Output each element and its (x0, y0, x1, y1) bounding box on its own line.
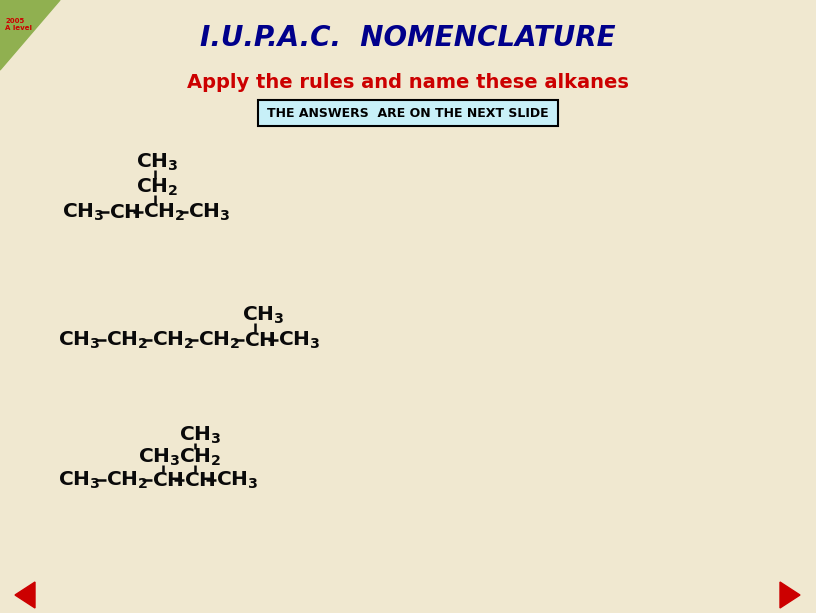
Text: THE ANSWERS  ARE ON THE NEXT SLIDE: THE ANSWERS ARE ON THE NEXT SLIDE (267, 107, 549, 120)
Text: $\mathregular{CH}$: $\mathregular{CH}$ (152, 471, 184, 490)
Text: 2005
A level: 2005 A level (5, 18, 32, 31)
Text: $\mathregular{CH_2}$: $\mathregular{CH_2}$ (106, 329, 149, 351)
Text: $\mathregular{CH_3}$: $\mathregular{CH_3}$ (138, 446, 180, 468)
Polygon shape (780, 582, 800, 608)
Text: $\mathregular{CH_2}$: $\mathregular{CH_2}$ (143, 201, 185, 223)
Text: $\mathregular{CH_3}$: $\mathregular{CH_3}$ (242, 304, 285, 326)
Polygon shape (0, 0, 60, 70)
Text: $\mathregular{CH_3}$: $\mathregular{CH_3}$ (188, 201, 231, 223)
Text: $\mathregular{CH_2}$: $\mathregular{CH_2}$ (152, 329, 194, 351)
Text: Apply the rules and name these alkanes: Apply the rules and name these alkanes (187, 72, 629, 91)
Text: $\mathregular{CH_3}$: $\mathregular{CH_3}$ (58, 470, 100, 490)
Text: $\mathregular{CH_3}$: $\mathregular{CH_3}$ (136, 151, 179, 173)
Polygon shape (15, 582, 35, 608)
Text: $\mathregular{CH_2}$: $\mathregular{CH_2}$ (106, 470, 149, 490)
Text: $\mathregular{CH_2}$: $\mathregular{CH_2}$ (179, 446, 221, 468)
Text: $\mathregular{CH_3}$: $\mathregular{CH_3}$ (62, 201, 104, 223)
Text: $\mathregular{CH}$: $\mathregular{CH}$ (184, 471, 215, 490)
Text: $\mathregular{CH_3}$: $\mathregular{CH_3}$ (216, 470, 259, 490)
Text: $\mathregular{CH}$: $\mathregular{CH}$ (109, 202, 141, 221)
Text: I.U.P.A.C.  NOMENCLATURE: I.U.P.A.C. NOMENCLATURE (200, 24, 616, 52)
Text: $\mathregular{CH_3}$: $\mathregular{CH_3}$ (278, 329, 321, 351)
FancyBboxPatch shape (258, 100, 558, 126)
Text: $\mathregular{CH_2}$: $\mathregular{CH_2}$ (198, 329, 241, 351)
Text: $\mathregular{CH_2}$: $\mathregular{CH_2}$ (136, 177, 179, 197)
Text: $\mathregular{CH}$: $\mathregular{CH}$ (244, 330, 276, 349)
Text: $\mathregular{CH_3}$: $\mathregular{CH_3}$ (58, 329, 100, 351)
Text: $\mathregular{CH_3}$: $\mathregular{CH_3}$ (179, 424, 222, 446)
